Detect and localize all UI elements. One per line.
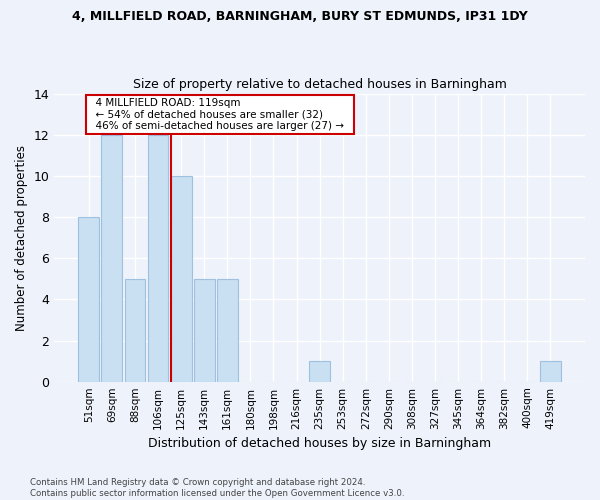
Bar xyxy=(217,279,238,382)
Bar xyxy=(79,217,99,382)
Bar xyxy=(101,134,122,382)
Text: Contains HM Land Registry data © Crown copyright and database right 2024.
Contai: Contains HM Land Registry data © Crown c… xyxy=(30,478,404,498)
Bar xyxy=(194,279,215,382)
Text: 4, MILLFIELD ROAD, BARNINGHAM, BURY ST EDMUNDS, IP31 1DY: 4, MILLFIELD ROAD, BARNINGHAM, BURY ST E… xyxy=(72,10,528,23)
Bar xyxy=(309,361,330,382)
Bar xyxy=(125,279,145,382)
Text: 4 MILLFIELD ROAD: 119sqm  
  ← 54% of detached houses are smaller (32)  
  46% o: 4 MILLFIELD ROAD: 119sqm ← 54% of detach… xyxy=(89,98,350,131)
Bar xyxy=(148,134,169,382)
Bar xyxy=(540,361,561,382)
Bar xyxy=(171,176,191,382)
Y-axis label: Number of detached properties: Number of detached properties xyxy=(15,144,28,330)
Title: Size of property relative to detached houses in Barningham: Size of property relative to detached ho… xyxy=(133,78,506,91)
X-axis label: Distribution of detached houses by size in Barningham: Distribution of detached houses by size … xyxy=(148,437,491,450)
